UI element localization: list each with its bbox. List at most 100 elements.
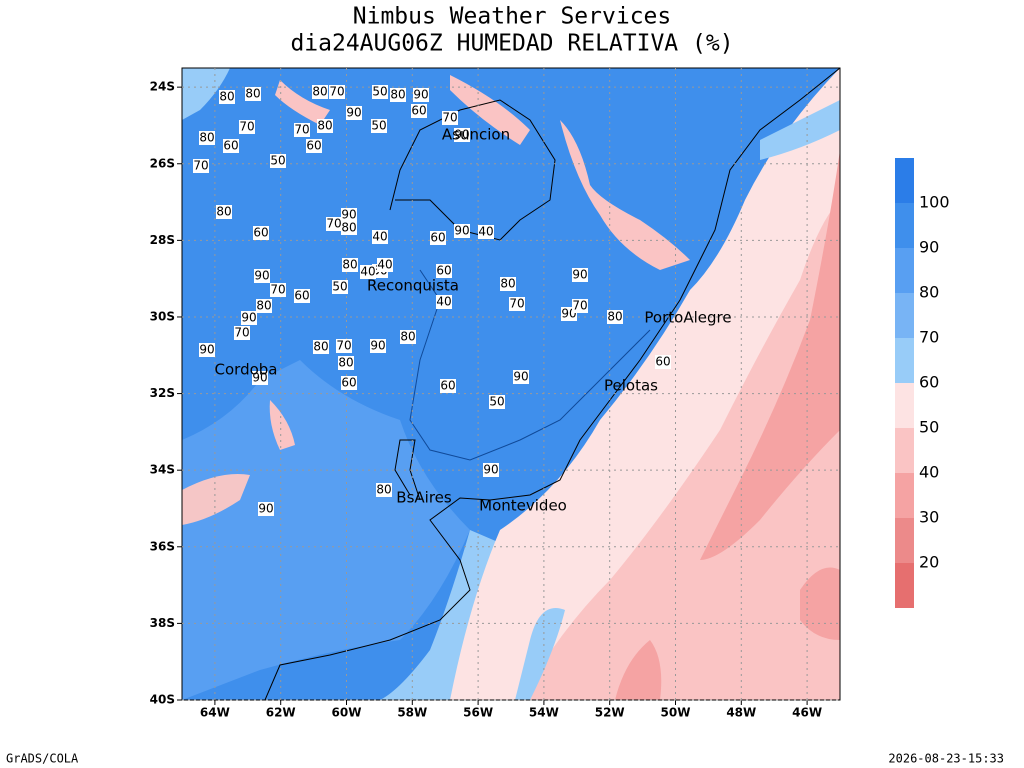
- contour-label: 80: [219, 90, 234, 104]
- contour-label-box: [430, 231, 446, 245]
- x-tick-label: 46W: [792, 706, 822, 720]
- contour-label: 70: [193, 159, 208, 173]
- contour-label-box: [270, 283, 286, 297]
- x-tick-label: 54W: [529, 706, 559, 720]
- contour-label-box: [199, 343, 215, 357]
- contour-label: 80: [607, 310, 622, 324]
- y-tick-label: 24S: [150, 80, 175, 94]
- contour-label: 80: [376, 483, 391, 497]
- contour-label-box: [326, 217, 342, 231]
- contour-label-box: [219, 90, 235, 104]
- colorbar-box: [895, 383, 914, 428]
- contour-label-box: [500, 277, 516, 291]
- colorbar-label: 60: [919, 373, 939, 392]
- contour-label-box: [341, 376, 357, 390]
- contour-label-box: [332, 280, 348, 294]
- x-tick-label: 58W: [397, 706, 427, 720]
- contour-label: 50: [372, 85, 387, 99]
- contour-label: 60: [253, 226, 268, 240]
- contour-label-box: [489, 395, 505, 409]
- colorbar-box: [895, 293, 914, 338]
- contour-label-box: [341, 221, 357, 235]
- contour-label: 50: [489, 395, 504, 409]
- city-label: Cordoba: [215, 361, 278, 379]
- contour-label-box: [370, 339, 386, 353]
- plot-frame: [181, 67, 841, 701]
- colorbar-label: 90: [919, 238, 939, 257]
- contour-label-box: [199, 131, 215, 145]
- colorbar-label: 40: [919, 463, 939, 482]
- contour-label-box: [440, 379, 456, 393]
- contour-label: 80: [390, 88, 405, 102]
- colorbar-label: 20: [919, 553, 939, 572]
- contour-label-box: [258, 502, 274, 516]
- colorbar-box: [895, 518, 914, 563]
- contour-label-box: [413, 88, 429, 102]
- contour-label-box: [193, 159, 209, 173]
- y-tick-label: 26S: [150, 156, 175, 170]
- x-tick-label: 64W: [200, 706, 230, 720]
- contour-label: 40: [372, 230, 387, 244]
- contour-label-box: [454, 128, 470, 142]
- contour-label: 90: [513, 370, 528, 384]
- contour-label: 70: [270, 283, 285, 297]
- contour-label: 90: [572, 268, 587, 282]
- contour-label-box: [377, 258, 393, 272]
- contour-label: 60: [341, 376, 356, 390]
- contour-label: 80: [313, 340, 328, 354]
- footer-right: 2026-08-23-15:33: [888, 752, 1004, 766]
- y-tick-label: 34S: [150, 463, 175, 477]
- contour-label: 80: [312, 85, 327, 99]
- humidity-field: [182, 68, 840, 700]
- contour-label: 90: [413, 88, 428, 102]
- contour-label: 60: [306, 139, 321, 153]
- contour-label: 60: [430, 231, 445, 245]
- contour-label: 70: [336, 339, 351, 353]
- contour-label-box: [572, 299, 588, 313]
- contour-label: 40: [360, 265, 375, 279]
- contour-label: 90: [341, 208, 356, 222]
- y-tick-label: 36S: [150, 539, 175, 553]
- contour-label-box: [572, 268, 588, 282]
- contour-label: 70: [329, 85, 344, 99]
- colorbar-box: [895, 563, 914, 608]
- y-tick-label: 40S: [150, 693, 175, 707]
- contour-label-box: [252, 371, 268, 385]
- contour-label-box: [390, 88, 406, 102]
- contour-label: 50: [371, 119, 386, 133]
- footer-left: GrADS/COLA: [6, 752, 79, 766]
- title: Nimbus Weather Services: [353, 4, 672, 30]
- y-tick-label: 30S: [150, 309, 175, 323]
- colorbar-box: [895, 203, 914, 248]
- x-tick-label: 60W: [332, 706, 362, 720]
- contour-label-box: [313, 340, 329, 354]
- contour-label: 90: [199, 343, 214, 357]
- contour-label: 80: [216, 205, 231, 219]
- contour-label-box: [436, 295, 452, 309]
- colorbar-box: [895, 248, 914, 293]
- contour-label-box: [294, 123, 310, 137]
- contour-label-box: [360, 265, 376, 279]
- x-tick-label: 56W: [463, 706, 493, 720]
- y-tick-label: 32S: [150, 386, 175, 400]
- contour-label: 80: [256, 299, 271, 313]
- contour-label-box: [234, 326, 250, 340]
- contour-label-box: [346, 106, 362, 120]
- city-label: Asuncion: [442, 126, 510, 144]
- contour-label: 40: [478, 225, 493, 239]
- x-tick-label: 62W: [266, 706, 296, 720]
- city-label: Pelotas: [604, 377, 658, 395]
- contour-label-box: [411, 104, 427, 118]
- colorbar-box: [895, 158, 914, 203]
- contour-label: 50: [332, 280, 347, 294]
- contour-label-box: [655, 355, 671, 369]
- contour-label-box: [239, 120, 255, 134]
- contour-label: 60: [411, 104, 426, 118]
- y-tick-label: 28S: [150, 233, 175, 247]
- contour-label-box: [436, 264, 452, 278]
- colorbar-label: 30: [919, 508, 939, 527]
- contour-label: 90: [252, 371, 267, 385]
- contour-label: 80: [199, 131, 214, 145]
- colorbar-box: [895, 473, 914, 518]
- colorbar-label: 100: [919, 193, 950, 212]
